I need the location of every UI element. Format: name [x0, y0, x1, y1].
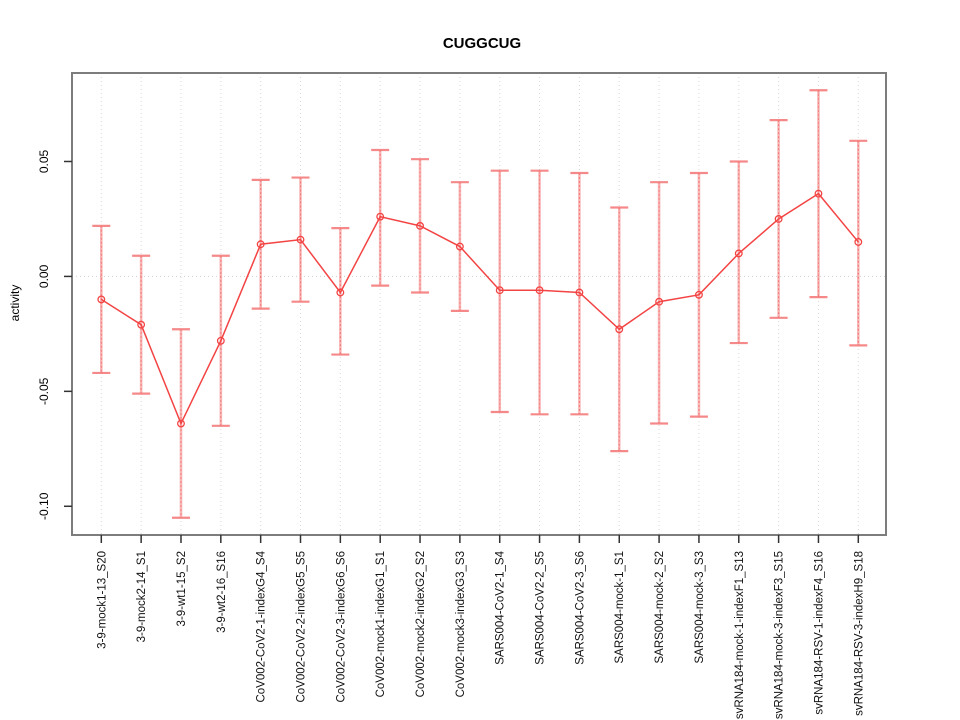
y-axis-label: activity	[8, 285, 22, 322]
data-point	[137, 320, 146, 329]
series-line	[100, 192, 859, 426]
data-point	[216, 336, 225, 345]
x-tick-label: CoV002-CoV2-3-indexG6_S6	[335, 551, 347, 703]
data-point	[655, 297, 664, 306]
gridlines	[72, 73, 886, 535]
x-tick-label: 3-9-wt1-15_S2	[176, 551, 188, 626]
x-tick-label: 3-9-wt2-16_S16	[216, 551, 228, 633]
x-tick-label: SARS004-mock-1_S1	[614, 551, 626, 664]
data-point	[97, 295, 106, 304]
series-group	[92, 89, 868, 519]
chart-title: CUGGCUG	[443, 35, 521, 52]
data-point	[495, 286, 504, 295]
x-tick-label: CoV002-CoV2-1-indexG4_S4	[256, 550, 268, 702]
x-tick-label: 3-9-mock2-14_S1	[136, 551, 148, 642]
x-tick-label: CoV002-mock1-indexG1_S1	[375, 551, 387, 697]
data-point	[535, 286, 544, 295]
plot-border	[71, 72, 887, 536]
data-point	[177, 419, 185, 428]
data-point	[694, 290, 703, 299]
data-point	[814, 189, 823, 198]
x-tick-label: SARS004-mock-2_S2	[654, 551, 666, 664]
x-tick-label: SARS004-CoV2-1_S4	[495, 550, 507, 664]
x-tick-label: SARS004-mock-3_S3	[694, 551, 706, 664]
x-tick-label: svRNA184-RSV-3-indexH9_S18	[853, 551, 865, 716]
x-tick-label: CoV002-mock3-indexG3_S3	[455, 551, 467, 697]
data-point	[734, 249, 743, 258]
y-tick-label: -0.10	[37, 492, 51, 520]
y-tick-label: -0.05	[37, 377, 51, 405]
x-tick-label: 3-9-mock1-13_S20	[96, 551, 108, 649]
x-tick-label: svRNA184-mock-3-indexF3_S15	[774, 551, 786, 719]
x-tick-label: CoV002-mock2-indexG2_S2	[415, 551, 427, 697]
x-tick-label: svRNA184-RSV-1-indexF4_S16	[813, 551, 825, 715]
data-point	[256, 240, 265, 249]
data-point	[575, 288, 584, 297]
data-point	[416, 221, 424, 230]
data-point	[296, 235, 305, 244]
x-tick-label: svRNA184-mock-1-indexF1_S13	[734, 551, 746, 719]
axes-group: 0.05 0.00 -0.05 -0.10 3-9-mock1-13_S20 3-9-mo…	[37, 72, 887, 719]
data-point	[615, 325, 624, 334]
data-point	[455, 242, 464, 251]
x-tick-label: CoV002-CoV2-2-indexG5_S5	[296, 551, 308, 703]
y-tick-label: 0.00	[37, 264, 51, 288]
data-point	[774, 215, 783, 223]
data-point	[854, 237, 863, 246]
y-tick-label: 0.05	[37, 149, 51, 173]
data-point	[376, 212, 385, 221]
data-point	[336, 288, 345, 297]
x-tick-label: SARS004-CoV2-2_S5	[535, 551, 547, 665]
x-tick-label: SARS004-CoV2-3_S6	[574, 551, 586, 665]
